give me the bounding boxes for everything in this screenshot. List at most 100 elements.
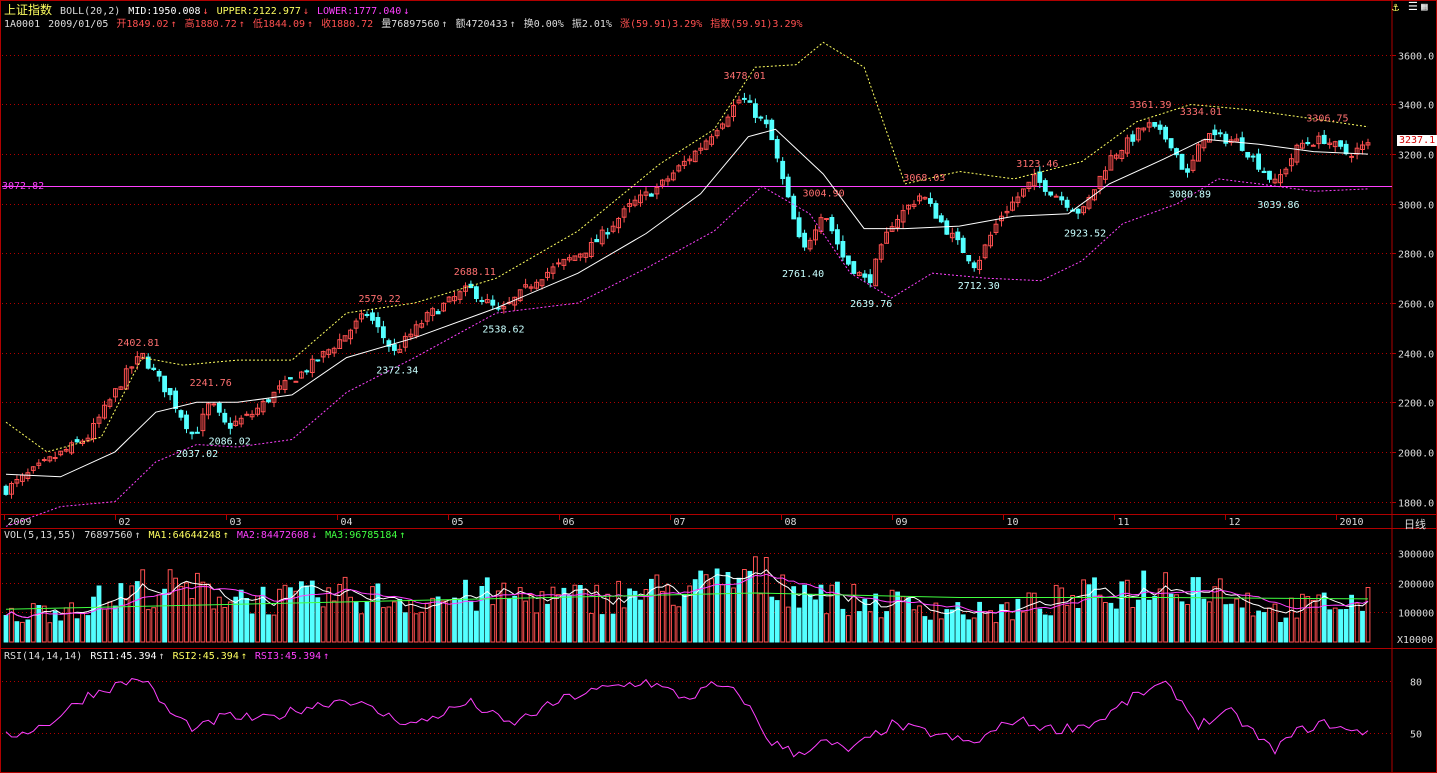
volume-bar-up bbox=[1059, 587, 1065, 643]
candle-body-down bbox=[151, 367, 157, 371]
volume-bar-up bbox=[1021, 611, 1026, 643]
volume-tick-label: 300000 bbox=[1398, 550, 1434, 561]
volume-bar-up bbox=[758, 593, 764, 643]
volume-indicator-label[interactable]: VOL(5,13,55) bbox=[4, 530, 77, 541]
candle-body-up bbox=[577, 253, 583, 258]
volume-bar-up bbox=[178, 585, 184, 643]
menu-icon[interactable]: ☰ bbox=[1408, 0, 1418, 13]
price-tick-label: 3400.0 bbox=[1398, 101, 1434, 112]
volume-bar-up bbox=[709, 578, 715, 643]
high-annotation: 3478.01 bbox=[724, 71, 766, 82]
candle-body-up bbox=[1349, 155, 1354, 158]
volume-bar-up bbox=[211, 608, 217, 643]
candle-body-down bbox=[971, 262, 977, 269]
candle-body-down bbox=[1048, 191, 1054, 196]
volume-bar-up bbox=[1365, 587, 1371, 643]
candle-body-up bbox=[687, 158, 693, 162]
candle-body-up bbox=[1092, 189, 1097, 201]
candle-body-down bbox=[1245, 152, 1251, 158]
candle-body-up bbox=[638, 194, 643, 204]
volume-bar-up bbox=[588, 612, 594, 643]
candle-body-down bbox=[195, 431, 200, 434]
candle-body-up bbox=[731, 105, 736, 117]
low-price: 低1844.09 bbox=[252, 19, 305, 30]
volume-bar-up bbox=[216, 596, 222, 643]
candle-body-up bbox=[69, 442, 74, 454]
candle-body-up bbox=[1360, 144, 1365, 150]
cursor-price-label: 3072.82 bbox=[2, 181, 45, 192]
grid-icon[interactable]: ▦ bbox=[1421, 0, 1428, 13]
volume-bar-down bbox=[162, 588, 167, 643]
volume-bar-up bbox=[1272, 603, 1278, 643]
candle-body-up bbox=[736, 99, 742, 104]
volume-bar-down bbox=[1228, 603, 1234, 643]
candle-body-up bbox=[1283, 168, 1289, 175]
candle-body-up bbox=[523, 284, 529, 288]
volume-bar-down bbox=[1321, 592, 1327, 643]
candle-body-down bbox=[435, 311, 441, 315]
volume-bar-down bbox=[304, 585, 310, 643]
volume-bar-up bbox=[550, 586, 556, 643]
price-tick-label: 3200.0 bbox=[1398, 151, 1434, 162]
volume-bar-down bbox=[1015, 598, 1021, 643]
volume-bar-down bbox=[725, 572, 731, 643]
candle-body-down bbox=[288, 377, 293, 380]
candle-body-up bbox=[200, 413, 206, 432]
candle-body-up bbox=[1365, 142, 1371, 146]
volume-bar-up bbox=[1097, 594, 1103, 643]
candle-body-up bbox=[408, 333, 414, 338]
volume-bar-down bbox=[463, 579, 468, 643]
volume-bar-up bbox=[413, 613, 419, 643]
volume-bar-down bbox=[1146, 599, 1152, 643]
candle-body-up bbox=[129, 366, 135, 369]
candle-body-up bbox=[359, 313, 364, 320]
volume-bar-down bbox=[1048, 615, 1054, 643]
candle-body-down bbox=[1185, 168, 1190, 173]
volume-ma2-line bbox=[5, 573, 1369, 619]
candle-body-up bbox=[91, 423, 96, 439]
rsi-tick-label: 50 bbox=[1410, 730, 1422, 741]
volume-bar-up bbox=[1289, 597, 1294, 643]
volume-tick-label: 100000 bbox=[1398, 609, 1434, 620]
candle-body-up bbox=[233, 420, 239, 427]
candle-body-down bbox=[1321, 134, 1327, 144]
volume-bar-down bbox=[577, 585, 583, 643]
candle-body-up bbox=[484, 299, 490, 304]
candle-body-up bbox=[282, 380, 288, 391]
candle-body-down bbox=[605, 232, 611, 235]
volume-bar-down bbox=[835, 581, 840, 643]
volume-bar-down bbox=[435, 596, 441, 643]
volume-bar-up bbox=[501, 582, 507, 643]
indicator-label[interactable]: BOLL(20,2) bbox=[60, 6, 121, 17]
volume-bar-down bbox=[966, 619, 972, 643]
volume-bar-down bbox=[813, 599, 818, 643]
candle-body-up bbox=[681, 160, 687, 166]
volume-bar-down bbox=[315, 597, 321, 643]
volume-bar-up bbox=[785, 606, 791, 643]
volume-bar-down bbox=[698, 570, 704, 643]
volume-bar-up bbox=[1217, 578, 1223, 643]
anchor-icon[interactable]: ⚓ bbox=[1392, 0, 1400, 14]
volume-bar-up bbox=[1354, 602, 1360, 643]
candle-body-down bbox=[785, 176, 791, 198]
rsi-indicator-label[interactable]: RSI(14,14,14) bbox=[4, 651, 83, 662]
candle-body-up bbox=[1207, 133, 1212, 143]
volume-bar-down bbox=[1349, 594, 1354, 643]
volume-bar-down bbox=[375, 583, 381, 643]
candle-body-up bbox=[1124, 137, 1130, 154]
volume-bar-down bbox=[873, 593, 879, 643]
volume-ma3-line bbox=[5, 592, 1369, 610]
period-label[interactable]: 日线 bbox=[1404, 518, 1426, 531]
candle-body-down bbox=[1239, 137, 1245, 151]
candle-body-up bbox=[249, 413, 255, 418]
volume-bar-up bbox=[184, 582, 189, 643]
candle-body-down bbox=[3, 485, 9, 495]
candle-body-up bbox=[572, 255, 578, 261]
candle-body-up bbox=[52, 457, 58, 459]
candle-body-up bbox=[692, 150, 698, 163]
candle-body-down bbox=[1256, 153, 1261, 170]
candle-body-up bbox=[670, 172, 676, 181]
volume-bar-up bbox=[80, 612, 85, 643]
volume-bar-down bbox=[1042, 614, 1048, 643]
